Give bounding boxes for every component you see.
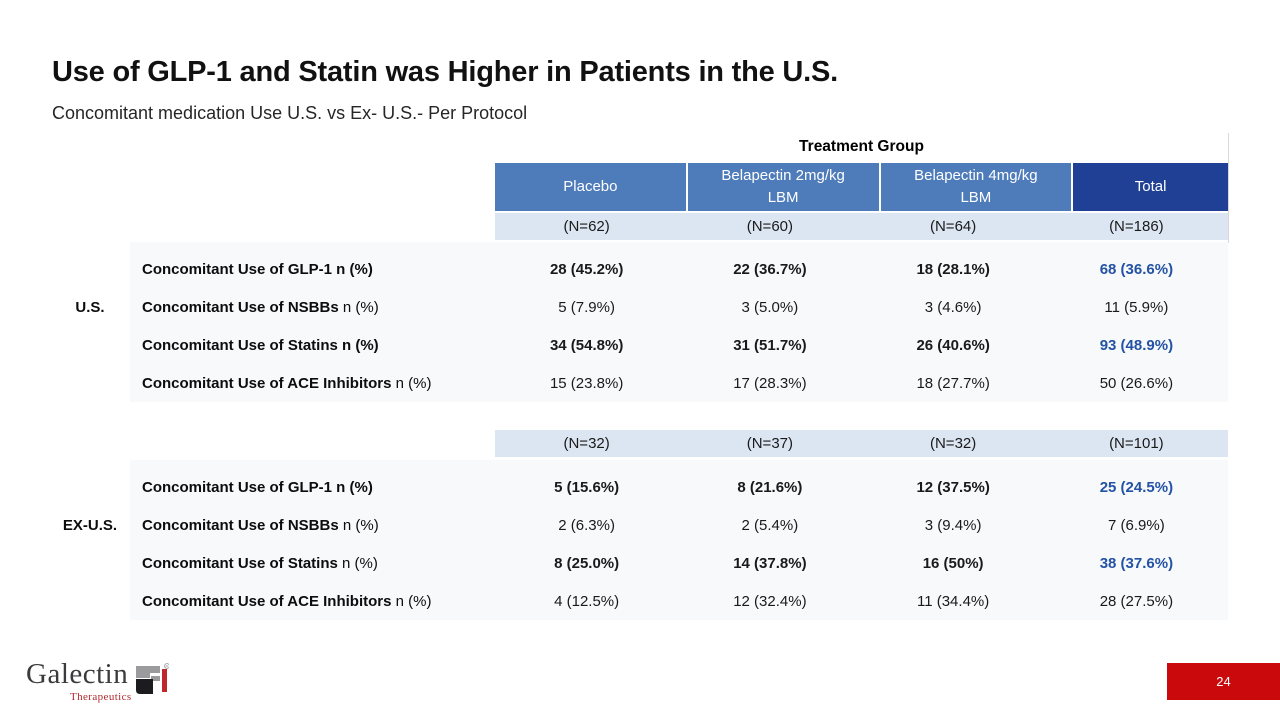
exus-n-placebo: (N=32) [563, 435, 610, 452]
table-row-us-ace: Concomitant Use of ACE Inhibitors n (%) … [130, 364, 1228, 402]
cell-value: 5 (7.9%) [558, 298, 615, 316]
exus-n-row: (N=32) (N=37) (N=32) (N=101) [495, 430, 1228, 457]
table-row-exus-ace: Concomitant Use of ACE Inhibitors n (%) … [130, 582, 1228, 620]
cell-value: 3 (4.6%) [924, 298, 982, 316]
us-n-row: (N=62) (N=60) (N=64) (N=186) [495, 213, 1228, 240]
cell-value: 8 (25.0%) [554, 554, 620, 572]
row-label: Concomitant Use of GLP-1 n (%) [142, 478, 373, 496]
us-n-total: (N=186) [1109, 218, 1164, 235]
cell-value-total: 7 (6.9%) [1108, 516, 1165, 534]
row-label: Concomitant Use of NSBBs n (%) [142, 516, 379, 534]
svg-text:R: R [166, 664, 169, 669]
table-row-exus-nsbbs: Concomitant Use of NSBBs n (%) 2 (6.3%) … [130, 506, 1228, 544]
cell-value: 8 (21.6%) [737, 478, 803, 496]
column-header-placebo: Placebo [495, 163, 688, 211]
cell-value: 3 (9.4%) [924, 516, 982, 534]
page-number: 24 [1216, 674, 1231, 689]
column-header-belapectin-2mg: Belapectin 2mg/kg LBM [687, 163, 881, 211]
table-row-exus-glp1: Concomitant Use of GLP-1 n (%) 5 (15.6%)… [130, 468, 1228, 506]
cell-value: 16 (50%) [922, 554, 984, 572]
page-title: Use of GLP-1 and Statin was Higher in Pa… [52, 56, 839, 88]
cell-value: 12 (32.4%) [733, 592, 807, 610]
exus-n-belapectin-4mg: (N=32) [929, 435, 977, 452]
exus-data-band: Concomitant Use of GLP-1 n (%) 5 (15.6%)… [130, 460, 1228, 620]
row-label: Concomitant Use of Statins n (%) [142, 554, 378, 572]
treatment-group-header: Treatment Group [799, 138, 924, 155]
concomitant-medication-table: Treatment Group Placebo Belapectin 2mg/k… [130, 133, 1229, 620]
table-row-us-glp1: Concomitant Use of GLP-1 n (%) 28 (45.2%… [130, 250, 1228, 288]
cell-value: 26 (40.6%) [916, 336, 990, 354]
column-header-total: Total [1073, 163, 1228, 211]
cell-value: 18 (28.1%) [916, 260, 990, 278]
row-label: Concomitant Use of NSBBs n (%) [142, 298, 379, 316]
us-n-belapectin-2mg: (N=60) [746, 218, 794, 235]
cell-value: 2 (6.3%) [558, 516, 615, 534]
us-n-belapectin-4mg: (N=64) [929, 218, 977, 235]
column-header-row: Placebo Belapectin 2mg/kg LBM Belapectin… [495, 163, 1228, 211]
exus-n-total: (N=101) [1109, 435, 1164, 452]
page-subtitle: Concomitant medication Use U.S. vs Ex- U… [52, 103, 528, 123]
galectin-logo: Galectin R Therapeutics [26, 658, 170, 703]
exus-section-label: EX-U.S. [62, 517, 118, 534]
cell-value: 14 (37.8%) [733, 554, 807, 572]
row-label: Concomitant Use of Statins n (%) [142, 336, 379, 354]
cell-value-total: 28 (27.5%) [1099, 592, 1174, 610]
us-data-band: Concomitant Use of GLP-1 n (%) 28 (45.2%… [130, 242, 1228, 402]
cell-value-total: 68 (36.6%) [1099, 260, 1174, 278]
us-n-placebo: (N=62) [563, 218, 610, 235]
table-row-us-nsbbs: Concomitant Use of NSBBs n (%) 5 (7.9%) … [130, 288, 1228, 326]
row-label: Concomitant Use of ACE Inhibitors n (%) [142, 374, 432, 392]
cell-value: 2 (5.4%) [741, 516, 799, 534]
cell-value: 28 (45.2%) [549, 260, 624, 278]
cell-value: 5 (15.6%) [554, 478, 620, 496]
cell-value: 3 (5.0%) [741, 298, 799, 316]
cell-value: 18 (27.7%) [916, 374, 990, 392]
cell-value: 31 (51.7%) [733, 336, 807, 354]
table-row-us-statins: Concomitant Use of Statins n (%) 34 (54.… [130, 326, 1228, 364]
exus-n-belapectin-2mg: (N=37) [746, 435, 794, 452]
cell-value: 34 (54.8%) [549, 336, 624, 354]
row-label: Concomitant Use of ACE Inhibitors n (%) [142, 592, 432, 610]
cell-value: 4 (12.5%) [554, 592, 620, 610]
cell-value-total: 50 (26.6%) [1099, 374, 1174, 392]
us-section-label: U.S. [75, 299, 105, 316]
cell-value: 17 (28.3%) [733, 374, 807, 392]
cell-value-total: 38 (37.6%) [1099, 554, 1174, 572]
page-number-badge: 24 [1167, 663, 1280, 700]
cell-value: 22 (36.7%) [733, 260, 807, 278]
logo-sub-wordmark: Therapeutics [70, 691, 132, 703]
row-label: Concomitant Use of GLP-1 n (%) [142, 260, 373, 278]
cell-value-total: 11 (5.9%) [1104, 298, 1169, 316]
table-right-edge-line [1228, 133, 1229, 243]
logo-wordmark: Galectin [26, 658, 129, 690]
column-header-belapectin-4mg: Belapectin 4mg/kg LBM [880, 163, 1074, 211]
cell-value-total: 93 (48.9%) [1099, 336, 1174, 354]
table-row-exus-statins: Concomitant Use of Statins n (%) 8 (25.0… [130, 544, 1228, 582]
gt-mark-icon: R [136, 663, 170, 694]
cell-value: 12 (37.5%) [916, 478, 990, 496]
cell-value: 11 (34.4%) [916, 592, 990, 610]
cell-value-total: 25 (24.5%) [1099, 478, 1174, 496]
cell-value: 15 (23.8%) [549, 374, 624, 392]
